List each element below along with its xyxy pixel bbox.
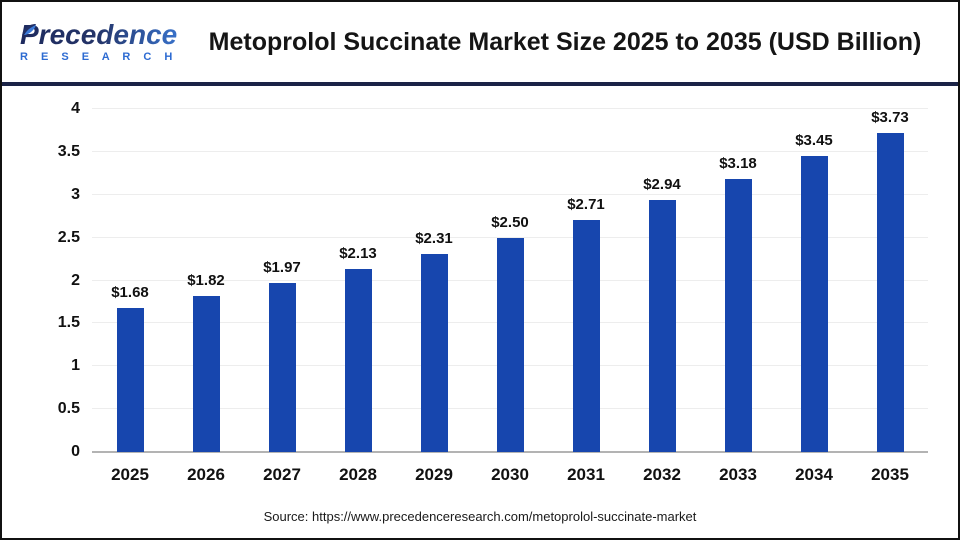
x-axis-baseline [92,451,928,453]
bar-value-label: $1.68 [111,283,149,301]
y-tick-label: 2 [71,271,80,289]
bar-value-label: $2.71 [567,195,605,213]
precedence-research-logo: Precedence R E S E A R C H [20,21,190,63]
y-tick-label: 4 [71,100,80,117]
bar-column-2031: $2.71 [548,109,624,452]
y-tick-label: 1 [71,357,80,375]
leaf-icon [21,14,37,42]
x-tick-label: 2033 [719,465,757,484]
bar-value-label: $2.13 [339,245,377,263]
x-tick-label: 2031 [567,465,605,484]
bar-value-label: $3.45 [795,132,833,150]
bar-value-label: $2.31 [415,229,453,247]
bar [496,237,524,452]
x-tick-label: 2035 [871,465,909,484]
x-tick-label: 2026 [187,465,225,484]
bar-column-2027: $1.97 [244,109,320,452]
gridline [92,108,928,109]
y-tick-label: 0.5 [57,400,80,418]
bar [572,219,600,452]
bar-chart: 0 0.5 1 1.5 2 2.5 3 3.5 4 $1.68 $1.82 $1.97 $2.13 $2… [2,86,958,536]
gridline [92,236,928,238]
y-axis-tick-labels: 0 0.5 1 1.5 2 2.5 3 3.5 4 [2,101,80,460]
bar-value-label: $1.82 [187,271,225,289]
gridline [92,150,928,152]
logo-wordmark: Precedence [20,21,190,49]
bar [116,307,144,452]
bar-column-2028: $2.13 [320,109,396,452]
logo-subtext: R E S E A R C H [20,51,178,63]
bar-column-2034: $3.45 [776,109,852,452]
bar-column-2032: $2.94 [624,109,700,452]
y-tick-label: 0 [71,443,80,460]
bar [648,199,676,452]
x-tick-label: 2025 [111,465,149,484]
bar [876,133,904,452]
bar-column-2029: $2.31 [396,109,472,452]
y-tick-label: 1.5 [57,314,80,332]
x-tick-label: 2034 [795,465,833,484]
x-tick-label: 2030 [491,465,529,484]
bar-value-label: $2.94 [643,175,681,193]
y-tick-label: 3 [71,185,80,203]
bar-value-label: $2.50 [491,213,529,231]
bar-value-label: $3.18 [719,155,757,173]
y-tick-label: 2.5 [57,228,80,246]
chart-title: Metoprolol Succinate Market Size 2025 to… [208,27,922,56]
bar [724,179,752,452]
x-tick-label: 2028 [339,465,377,484]
bar-column-2025: $1.68 [92,109,168,452]
x-tick-label: 2029 [415,465,453,484]
bar [268,283,296,452]
bar-column-2033: $3.18 [700,109,776,452]
bar-column-2026: $1.82 [168,109,244,452]
bar [344,269,372,452]
header-divider [2,82,958,86]
gridline [92,193,928,195]
plot-area: $1.68 $1.82 $1.97 $2.13 $2.31 $2.50 $2.71 $2.94… [92,108,928,453]
header: Precedence R E S E A R C H Metoprolol Su… [2,2,958,82]
logo-text: Precedence [20,19,178,50]
bar-value-label: $1.97 [263,259,301,277]
bar [420,253,448,452]
x-tick-label: 2027 [263,465,301,484]
bar [800,156,828,452]
bar [192,295,220,452]
y-tick-label: 3.5 [57,142,80,160]
bar-column-2035: $3.73 [852,109,928,452]
bar-value-label: $3.73 [871,109,909,126]
source-note: Source: https://www.precedenceresearch.c… [263,509,697,524]
x-axis-tick-labels: 2025 2026 2027 2028 2029 2030 2031 2032 2033 2034… [92,465,928,485]
x-tick-label: 2032 [643,465,681,484]
bars-container: $1.68 $1.82 $1.97 $2.13 $2.31 $2.50 $2.71 $2.94… [92,109,928,452]
bar-column-2030: $2.50 [472,109,548,452]
